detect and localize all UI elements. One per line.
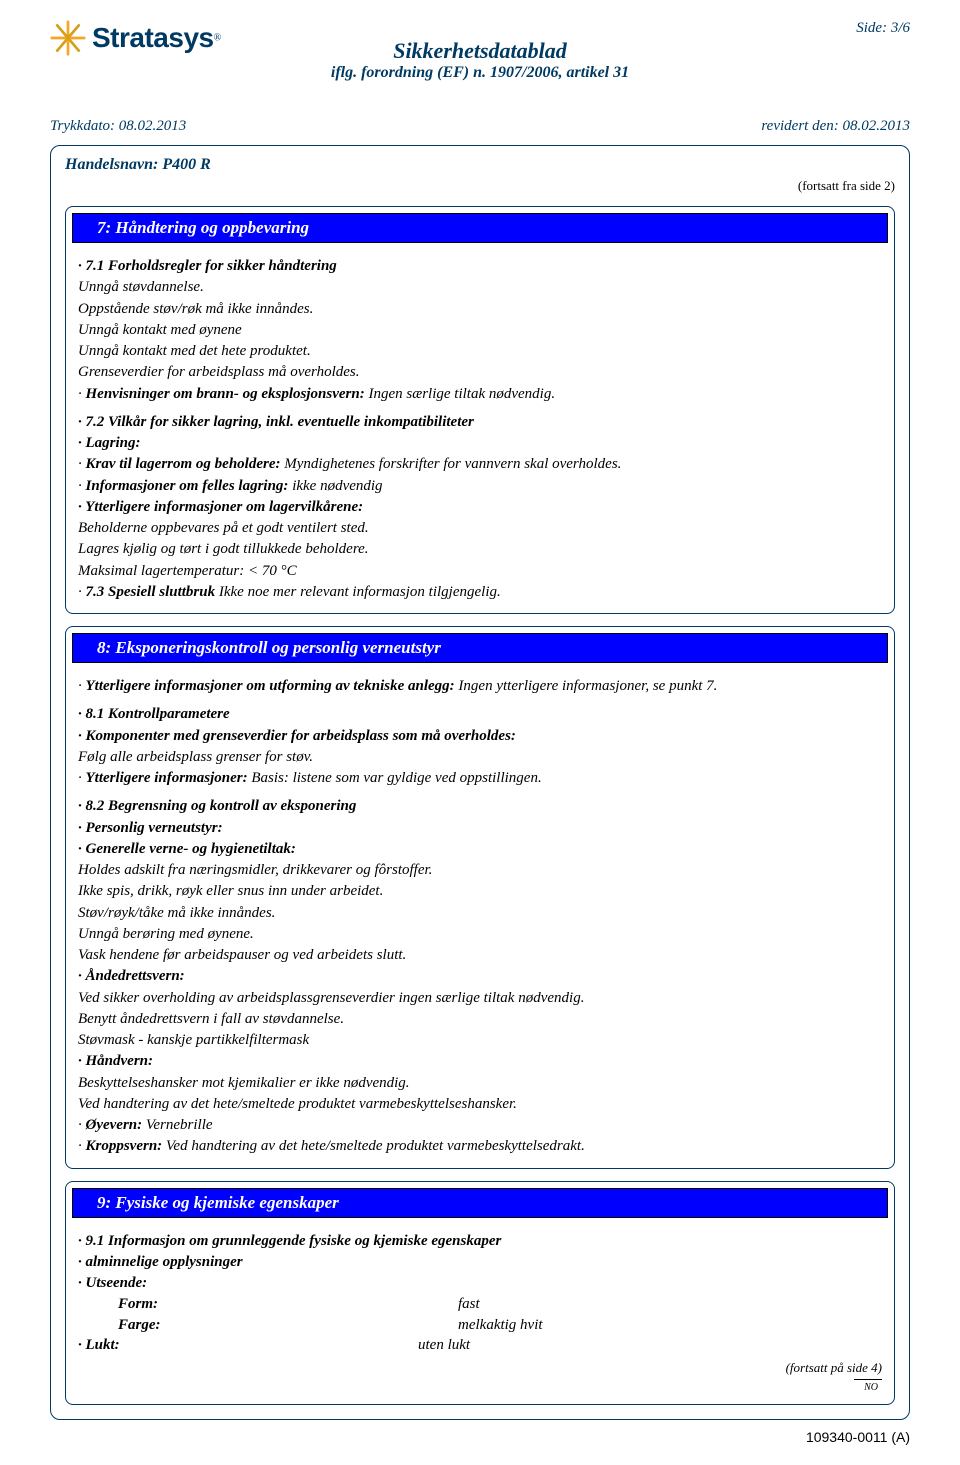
gen-line: Støv/røyk/tåke må ikke innåndes. xyxy=(78,903,882,923)
s73-val: Ikke noe mer relevant informasjon tilgje… xyxy=(215,584,501,600)
henvisninger: Henvisninger om brann- og eksplosjonsver… xyxy=(78,384,882,404)
meta-row: Trykkdato: 08.02.2013 revidert den: 08.0… xyxy=(50,118,910,135)
kropp-label: Kroppsvern: xyxy=(86,1138,163,1154)
lukt-row: Lukt: uten lukt xyxy=(78,1335,882,1355)
s71-line: Unngå kontakt med det hete produktet. xyxy=(78,341,882,361)
section-9-body: 9.1 Informasjon om grunnleggende fysiske… xyxy=(66,1224,894,1405)
s71-line: Unngå støvdannelse. xyxy=(78,277,882,297)
hand-line: Beskyttelseshansker mot kjemikalier er i… xyxy=(78,1073,882,1093)
farge-row: Farge: melkaktig hvit xyxy=(78,1315,882,1335)
page-number: Side: 3/6 xyxy=(856,20,910,37)
spacer xyxy=(78,697,882,703)
document-subtitle: iflg. forordning (EF) n. 1907/2006, arti… xyxy=(50,64,910,82)
section-7: 7: Håndtering og oppbevaring 7.1 Forhold… xyxy=(65,206,895,614)
s91-label: 9.1 Informasjon om grunnleggende fysiske… xyxy=(78,1231,882,1251)
utseende-label: Utseende: xyxy=(78,1273,882,1293)
form-val: fast xyxy=(458,1294,882,1314)
s71-line: Unngå kontakt med øynene xyxy=(78,320,882,340)
krav-val: Myndighetenes forskrifter for vannvern s… xyxy=(281,456,622,472)
section-7-body: 7.1 Forholdsregler for sikker håndtering… xyxy=(66,249,894,613)
andre-line: Støvmask - kanskje partikkelfiltermask xyxy=(78,1030,882,1050)
brand-name: Stratasys xyxy=(92,22,214,53)
lukt-val: uten lukt xyxy=(418,1335,882,1355)
print-date: Trykkdato: 08.02.2013 xyxy=(50,118,186,135)
brand-logo-icon xyxy=(50,20,86,56)
ytter-line: Lagres kjølig og tørt i godt tillukkede … xyxy=(78,539,882,559)
s71-label: 7.1 Forholdsregler for sikker håndtering xyxy=(78,256,882,276)
section-9: 9: Fysiske og kjemiske egenskaper 9.1 In… xyxy=(65,1181,895,1406)
farge-val: melkaktig hvit xyxy=(458,1315,882,1335)
product-name: Handelsnavn: P400 R xyxy=(65,156,895,174)
gen-label: Generelle verne- og hygienetiltak: xyxy=(78,839,882,859)
oye-val: Vernebrille xyxy=(142,1117,212,1133)
section-9-header: 9: Fysiske og kjemiske egenskaper xyxy=(72,1188,888,1218)
ytter-info-line: Ytterligere informasjoner: Basis: listen… xyxy=(78,768,882,788)
gen-line: Ikke spis, drikk, røyk eller snus inn un… xyxy=(78,881,882,901)
ytter-info-label: Ytterligere informasjoner: xyxy=(86,770,248,786)
pv-label: Personlig verneutstyr: xyxy=(78,818,882,838)
krav-line: Krav til lagerrom og beholdere: Myndighe… xyxy=(78,454,882,474)
ytter-line: Maksimal lagertemperatur: < 70 °C xyxy=(78,561,882,581)
content-frame: Handelsnavn: P400 R (fortsatt fra side 2… xyxy=(50,145,910,1420)
ytter-ut-label: Ytterligere informasjoner om utforming a… xyxy=(86,678,455,694)
lukt-label: Lukt: xyxy=(78,1335,418,1355)
gen-line: Unngå berøring med øynene. xyxy=(78,924,882,944)
s82-label: 8.2 Begrensning og kontroll av eksponeri… xyxy=(78,796,882,816)
kropp-val: Ved handtering av det hete/smeltede prod… xyxy=(162,1138,585,1154)
lagring-label: Lagring: xyxy=(78,433,882,453)
s73-line: 7.3 Spesiell sluttbruk Ikke noe mer rele… xyxy=(78,582,882,602)
gen-line: Holdes adskilt fra næringsmidler, drikke… xyxy=(78,860,882,880)
alminn-label: alminnelige opplysninger xyxy=(78,1252,882,1272)
hand-line: Ved handtering av det hete/smeltede prod… xyxy=(78,1094,882,1114)
ytter-label: Ytterligere informasjoner om lagervilkår… xyxy=(78,497,882,517)
felles-label: Informasjoner om felles lagring: xyxy=(86,478,289,494)
s72-label: 7.2 Vilkår for sikker lagring, inkl. eve… xyxy=(78,412,882,432)
oye-label: Øyevern: xyxy=(86,1117,143,1133)
komp-label: Komponenter med grenseverdier for arbeid… xyxy=(78,726,882,746)
form-label: Form: xyxy=(78,1294,458,1314)
form-row: Form: fast xyxy=(78,1294,882,1314)
krav-label: Krav til lagerrom og beholdere: xyxy=(86,456,281,472)
revised-date: revidert den: 08.02.2013 xyxy=(761,118,910,135)
spacer xyxy=(78,405,882,411)
oye-line: Øyevern: Vernebrille xyxy=(78,1115,882,1135)
continued-to: (fortsatt på side 4) xyxy=(78,1359,882,1377)
header-row: Stratasys® Side: 3/6 Sikkerhetsdatablad … xyxy=(50,20,910,110)
s71-line: Grenseverdier for arbeidsplass må overho… xyxy=(78,362,882,382)
kropp-line: Kroppsvern: Ved handtering av det hete/s… xyxy=(78,1136,882,1156)
section-8-header: 8: Eksponeringskontroll og personlig ver… xyxy=(72,633,888,663)
page-container: Stratasys® Side: 3/6 Sikkerhetsdatablad … xyxy=(0,0,960,1465)
ytter-line: Beholderne oppbevares på et godt ventile… xyxy=(78,518,882,538)
ytter-ut-line: Ytterligere informasjoner om utforming a… xyxy=(78,676,882,696)
spacer xyxy=(78,789,882,795)
continued-from: (fortsatt fra side 2) xyxy=(65,178,895,194)
lang-mark: NO xyxy=(854,1379,882,1395)
henvis-label: Henvisninger om brann- og eksplosjonsver… xyxy=(86,386,365,402)
andre-line: Benytt åndedrettsvern i fall av støvdann… xyxy=(78,1009,882,1029)
s71-line: Oppstående støv/røk må ikke innåndes. xyxy=(78,299,882,319)
felles-line: Informasjoner om felles lagring: ikke nø… xyxy=(78,476,882,496)
farge-label: Farge: xyxy=(78,1315,458,1335)
andre-label: Åndedrettsvern: xyxy=(78,966,882,986)
brand-logo-text: Stratasys® xyxy=(92,22,221,54)
s81-label: 8.1 Kontrollparametere xyxy=(78,704,882,724)
gen-line: Vask hendene før arbeidspauser og ved ar… xyxy=(78,945,882,965)
henvis-val: Ingen særlige tiltak nødvendig. xyxy=(365,386,555,402)
section-8: 8: Eksponeringskontroll og personlig ver… xyxy=(65,626,895,1169)
ytter-info-val: Basis: listene som var gyldige ved oppst… xyxy=(248,770,542,786)
section-7-header: 7: Håndtering og oppbevaring xyxy=(72,213,888,243)
hand-label: Håndvern: xyxy=(78,1051,882,1071)
section-8-body: Ytterligere informasjoner om utforming a… xyxy=(66,669,894,1168)
andre-line: Ved sikker overholding av arbeidsplassgr… xyxy=(78,988,882,1008)
komp-val: Følg alle arbeidsplass grenser for støv. xyxy=(78,747,882,767)
brand-reg: ® xyxy=(214,33,222,44)
brand-logo: Stratasys® xyxy=(50,20,221,56)
footer-code: 109340-0011 (A) xyxy=(806,1429,910,1445)
s73-label: 7.3 Spesiell sluttbruk xyxy=(86,584,216,600)
ytter-ut-val: Ingen ytterligere informasjoner, se punk… xyxy=(455,678,718,694)
felles-val: ikke nødvendig xyxy=(288,478,382,494)
